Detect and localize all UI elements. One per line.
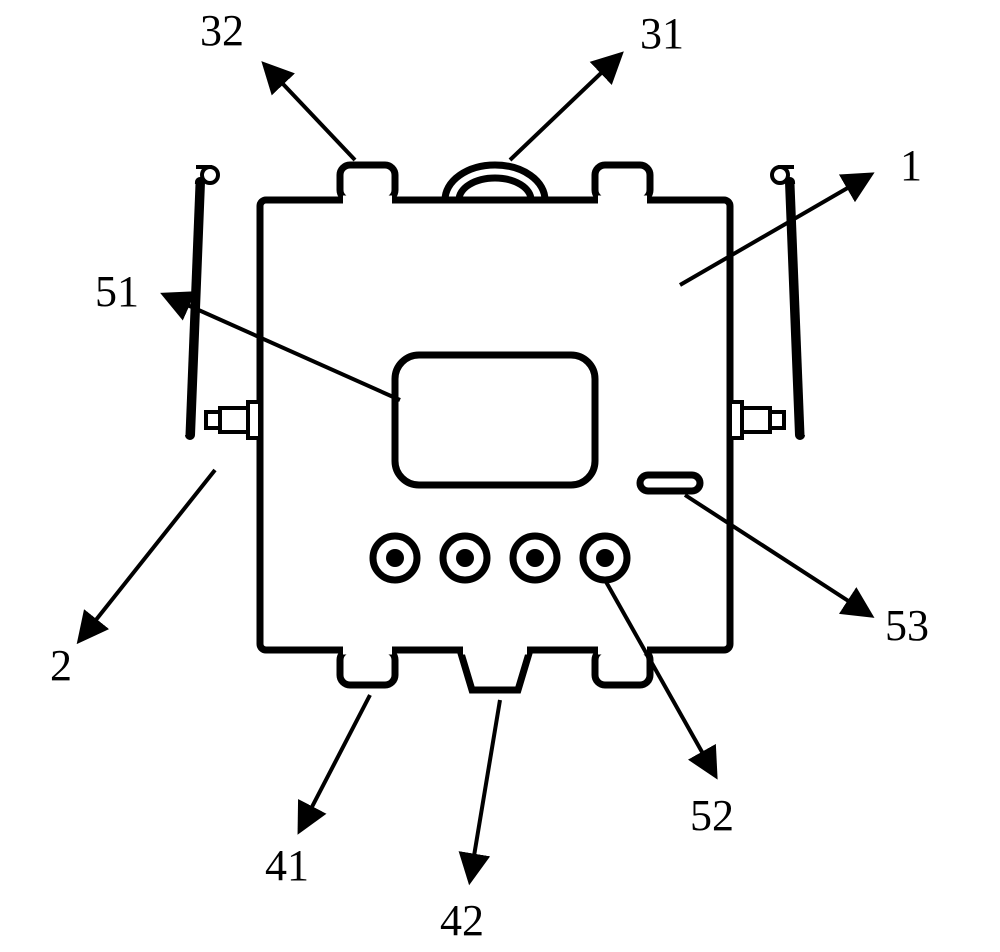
- antenna-knob: [772, 167, 788, 183]
- bottom-port: [340, 650, 395, 685]
- technical-diagram: [0, 0, 1000, 952]
- antenna-barrel: [220, 408, 248, 432]
- leader-arrow: [680, 175, 870, 285]
- top-port: [340, 165, 395, 200]
- callout-label-31: 31: [640, 8, 684, 59]
- callout-label-51: 51: [95, 266, 139, 317]
- callout-label-52: 52: [690, 790, 734, 841]
- leader-arrow: [510, 55, 620, 160]
- leader-arrow: [685, 495, 870, 615]
- leader-arrow: [165, 295, 400, 400]
- leader-arrow: [300, 695, 370, 830]
- antenna-tip: [770, 412, 784, 428]
- callout-label-32: 32: [200, 5, 244, 56]
- top-port: [595, 165, 650, 200]
- callout-label-53: 53: [885, 600, 929, 651]
- top-handle: [445, 165, 545, 200]
- control-button-center: [526, 549, 544, 567]
- antenna-barrel: [742, 408, 770, 432]
- leader-arrow: [470, 700, 500, 880]
- antenna-tip: [206, 412, 220, 428]
- callout-label-42: 42: [440, 895, 484, 946]
- leader-arrow: [80, 470, 215, 640]
- callout-label-1: 1: [900, 140, 922, 191]
- indicator-slot: [640, 475, 700, 491]
- control-button-center: [386, 549, 404, 567]
- control-button-center: [596, 549, 614, 567]
- control-button-center: [456, 549, 474, 567]
- callout-label-2: 2: [50, 640, 72, 691]
- device-body: [260, 200, 730, 650]
- leader-arrow: [265, 65, 355, 160]
- display-screen: [395, 355, 595, 485]
- bottom-connector: [460, 650, 530, 690]
- bottom-port: [595, 650, 650, 685]
- callout-label-41: 41: [265, 840, 309, 891]
- antenna-knob: [202, 167, 218, 183]
